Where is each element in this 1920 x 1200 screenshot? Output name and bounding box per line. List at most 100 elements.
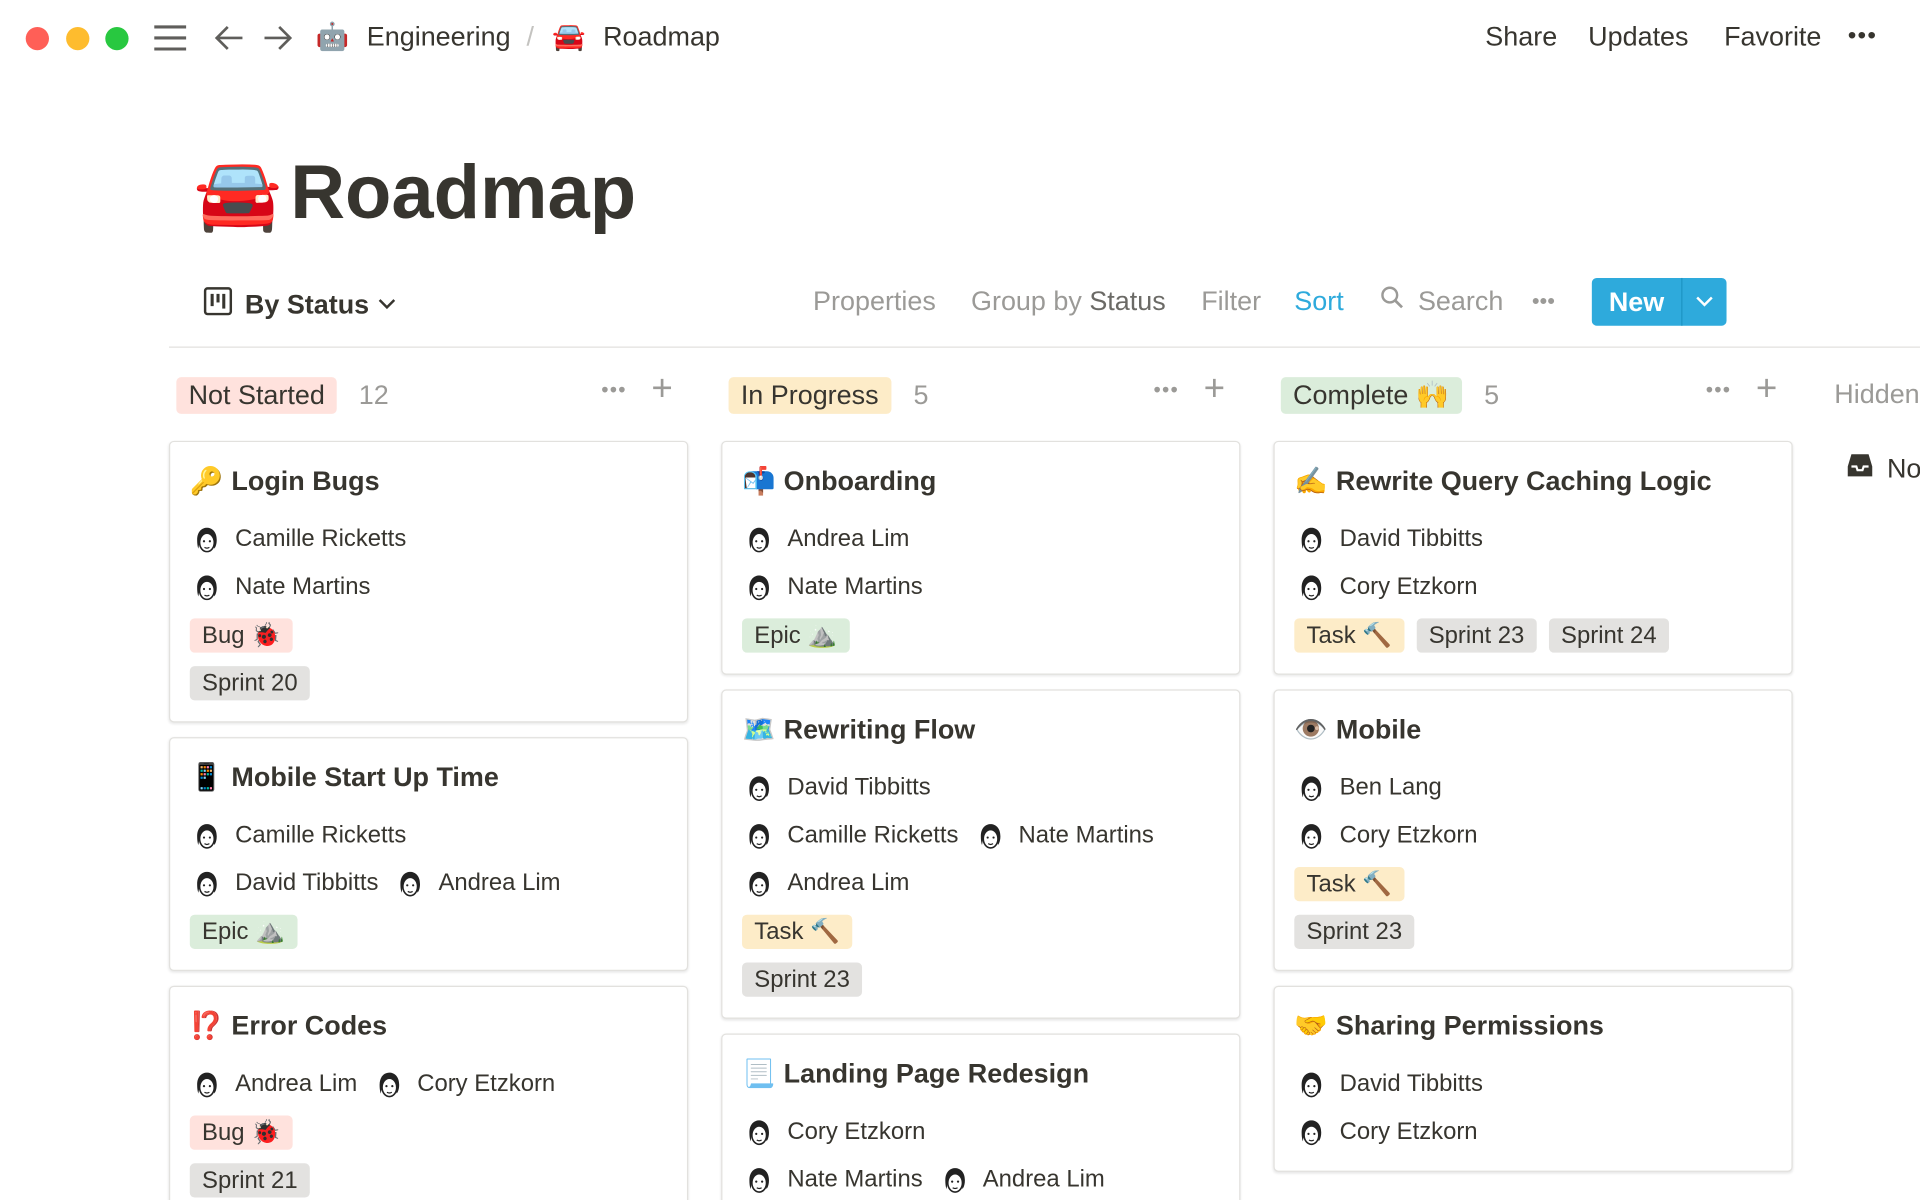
tag-task: Task 🔨	[1294, 617, 1405, 653]
hamburger-icon[interactable]	[153, 24, 187, 57]
card-title: ⁉️ Error Codes	[190, 1004, 668, 1048]
share-button[interactable]: Share	[1485, 20, 1558, 52]
person: Cory Etzkorn	[1294, 571, 1478, 603]
status-badge[interactable]: In Progress	[728, 377, 891, 414]
board-card[interactable]: 🗺️ Rewriting Flow David Tibbitts Camille Ri…	[721, 689, 1241, 1019]
page-title[interactable]: Roadmap	[290, 150, 637, 236]
group-by-label: Group by	[971, 285, 1082, 316]
board-card[interactable]: 📱 Mobile Start Up Time Camille Ricketts Dav…	[168, 737, 689, 972]
new-button[interactable]: New	[1592, 277, 1683, 326]
arrow-right-icon[interactable]	[262, 23, 294, 59]
person: Andrea Lim	[393, 868, 561, 900]
tags-row: Sprint 20	[189, 659, 668, 707]
people-row: Andrea Lim	[742, 516, 1220, 564]
search-icon	[1380, 285, 1404, 317]
board-card[interactable]: 🤝 Sharing Permissions David Tibbitts Cory E…	[1273, 985, 1793, 1172]
board-card[interactable]: 👁️ Mobile Ben Lang Cory Etzkorn Task 🔨 Sprint…	[1273, 689, 1793, 972]
card-title-text: Login Bugs	[231, 465, 380, 496]
card-icon: 📃	[742, 1059, 776, 1090]
people-row: Nate Martins	[190, 563, 668, 611]
tag-epic: Epic ⛰️	[742, 617, 850, 653]
status-badge[interactable]: Not Started	[176, 377, 338, 414]
column-more-button[interactable]: •••	[1153, 378, 1180, 402]
avatar	[937, 1164, 982, 1196]
column-header: Complete 🙌 5 ••• +	[1280, 369, 1793, 416]
board-icon	[203, 287, 233, 323]
more-options-button[interactable]: •••	[1847, 22, 1878, 49]
people-row: David Tibbitts	[1294, 1060, 1772, 1108]
breadcrumb-engineering[interactable]: 🤖 Engineering	[316, 21, 511, 53]
person-name: Nate Martins	[787, 573, 923, 601]
view-selector[interactable]: By Status	[203, 287, 396, 323]
zoom-window-button[interactable]	[105, 26, 129, 51]
person: Andrea Lim	[742, 868, 909, 900]
updates-button[interactable]: Updates	[1588, 20, 1689, 52]
avatar	[742, 772, 787, 804]
avatar	[1294, 1116, 1339, 1148]
status-badge[interactable]: Complete 🙌	[1280, 377, 1462, 414]
person-name: Andrea Lim	[438, 869, 561, 897]
people-row: Nate Martins Andrea Lim	[742, 1156, 1220, 1200]
search-button[interactable]: Search	[1380, 285, 1503, 317]
page-icon[interactable]: 🚘	[193, 151, 282, 236]
person: Camille Ricketts	[742, 820, 959, 852]
properties-button[interactable]: Properties	[813, 285, 936, 316]
board-card[interactable]: 🔑 Login Bugs Camille Ricketts Nate Martins B…	[168, 440, 689, 723]
person: David Tibbitts	[1294, 523, 1483, 555]
sort-button[interactable]: Sort	[1294, 285, 1344, 316]
person: Cory Etzkorn	[372, 1068, 555, 1100]
avatar	[372, 1068, 417, 1100]
person: Ben Lang	[1294, 772, 1442, 804]
hidden-columns-label: Hidden	[1834, 378, 1920, 409]
filter-button[interactable]: Filter	[1201, 285, 1262, 316]
breadcrumb-roadmap[interactable]: 🚘 Roadmap	[552, 21, 720, 53]
person-name: Cory Etzkorn	[787, 1117, 926, 1145]
column-more-button[interactable]: •••	[601, 378, 627, 402]
person-name: Camille Ricketts	[235, 525, 407, 553]
view-more-button[interactable]: •••	[1531, 288, 1555, 314]
add-card-button[interactable]: +	[651, 368, 673, 409]
person-name: David Tibbitts	[1339, 1070, 1483, 1098]
inbox-icon	[1845, 451, 1874, 487]
favorite-button[interactable]: Favorite	[1724, 20, 1822, 52]
people-row: Cory Etzkorn	[1294, 812, 1772, 860]
avatar	[1294, 1068, 1339, 1100]
arrow-left-icon[interactable]	[213, 23, 245, 59]
avatar	[190, 571, 235, 603]
minimize-window-button[interactable]	[66, 26, 90, 51]
person-name: Andrea Lim	[787, 869, 910, 897]
search-label: Search	[1417, 285, 1504, 316]
robot-icon: 🤖	[315, 22, 350, 53]
car-icon: 🚘	[552, 22, 586, 53]
person: David Tibbitts	[190, 868, 378, 900]
person-name: Nate Martins	[235, 573, 371, 601]
person: Cory Etzkorn	[1294, 1116, 1478, 1148]
tag-sprint: Sprint 20	[189, 665, 310, 700]
tags-row: Sprint 23	[742, 955, 1220, 1003]
card-title: 🔑 Login Bugs	[190, 459, 668, 503]
avatar	[973, 820, 1018, 852]
person-name: Cory Etzkorn	[1339, 821, 1478, 849]
people-row: Andrea Lim	[742, 860, 1220, 908]
hidden-column-no-status[interactable]: No	[1845, 451, 1920, 487]
board-card[interactable]: ✍️ Rewrite Query Caching Logic David Tibbi…	[1273, 440, 1793, 675]
tag-sprint: Sprint 23	[1416, 617, 1537, 653]
add-card-button[interactable]: +	[1755, 368, 1778, 409]
add-card-button[interactable]: +	[1203, 368, 1226, 409]
people-row: Cory Etzkorn	[1294, 1108, 1772, 1156]
board-card[interactable]: 📃 Landing Page Redesign Cory Etzkorn Nate M…	[721, 1033, 1241, 1200]
person: Andrea Lim	[742, 523, 909, 555]
new-dropdown-button[interactable]	[1682, 278, 1726, 326]
group-by-button[interactable]: Group by Status	[971, 285, 1166, 317]
tag-sprint: Sprint 23	[742, 961, 863, 997]
card-title: 📱 Mobile Start Up Time	[190, 756, 668, 800]
card-icon: 👁️	[1294, 715, 1328, 746]
board-card[interactable]: ⁉️ Error Codes Andrea Lim Cory Etzkorn Bug 🐞…	[168, 985, 689, 1200]
avatar	[1294, 523, 1339, 555]
board-card[interactable]: 📬 Onboarding Andrea Lim Nate Martins Epic ⛰️	[721, 440, 1241, 675]
close-window-button[interactable]	[25, 26, 49, 51]
person-name: Cory Etzkorn	[1339, 573, 1478, 601]
person: Nate Martins	[742, 571, 923, 603]
people-row: Cory Etzkorn	[1294, 563, 1772, 611]
column-more-button[interactable]: •••	[1705, 378, 1732, 402]
